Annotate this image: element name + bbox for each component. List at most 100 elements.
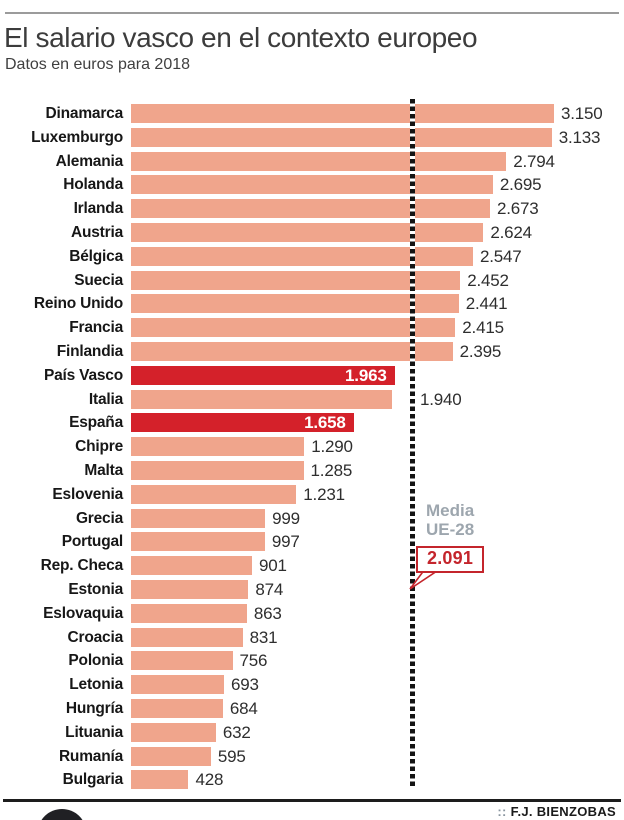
country-label: España — [69, 414, 123, 432]
bar-row: Eslovaquia 863 — [0, 603, 624, 623]
bar — [131, 699, 223, 718]
country-label: Holanda — [63, 176, 123, 194]
bar — [131, 175, 493, 195]
value-label: 831 — [249, 627, 278, 647]
bar-row: Alemania 2.794 — [0, 151, 624, 171]
bar — [131, 389, 392, 409]
bar — [131, 342, 453, 361]
country-label: Dinamarca — [45, 105, 124, 122]
bar — [131, 246, 474, 266]
country-label: Malta — [84, 462, 123, 479]
bar-row: Chipre 1.290 — [0, 437, 624, 457]
country-label: Letonia — [69, 676, 123, 694]
country-label: Eslovenia — [52, 485, 123, 503]
page-title: El salario vasco en el contexto europeo — [4, 22, 478, 53]
bar — [131, 627, 243, 647]
bar-row: Rep. Checa 901 — [0, 556, 624, 576]
value-label: 428 — [195, 770, 224, 790]
bar — [131, 651, 233, 671]
eu-average-reference-line — [410, 99, 415, 789]
value-label: 1.231 — [303, 484, 345, 504]
bar-row: España 1.658 — [0, 413, 624, 433]
country-label: Rep. Checa — [40, 557, 124, 575]
bar — [131, 318, 456, 338]
value-label: 684 — [229, 699, 258, 718]
callout-tail — [409, 569, 442, 590]
bar-row: Letonia 693 — [0, 675, 624, 695]
country-label: Finlandia — [56, 343, 123, 360]
country-label: Polonia — [68, 652, 123, 670]
bar-row: Suecia 2.452 — [0, 270, 624, 290]
country-label: Rumanía — [58, 747, 123, 765]
bar — [131, 603, 247, 623]
bar — [131, 127, 552, 147]
top-rule — [5, 12, 619, 14]
bar — [131, 556, 252, 576]
country-label: País Vasco — [43, 366, 123, 384]
bar — [131, 223, 484, 242]
bar-highlighted — [131, 365, 395, 385]
bar-row: Croacia 831 — [0, 627, 624, 647]
value-label: 2.452 — [467, 270, 509, 290]
country-label: Luxemburgo — [31, 128, 123, 146]
country-label: Francia — [69, 319, 123, 337]
value-label: 756 — [239, 651, 268, 671]
bar-row: Bélgica 2.547 — [0, 246, 624, 266]
country-label: Grecia — [75, 509, 123, 527]
value-label: 2.673 — [496, 199, 539, 219]
bar — [131, 722, 216, 742]
country-label: Alemania — [55, 152, 124, 170]
bar-row: Reino Unido 2.441 — [0, 294, 624, 314]
bar-row: Rumanía 595 — [0, 746, 624, 766]
value-label: 2.624 — [490, 223, 532, 242]
bar — [131, 532, 265, 552]
country-label: Irlanda — [73, 200, 124, 218]
bar-row: Holanda 2.695 — [0, 175, 624, 195]
bar-row: Dinamarca 3.150 — [0, 104, 624, 123]
country-label: Eslovaquia — [43, 604, 123, 622]
bar — [131, 746, 211, 766]
value-label: 595 — [217, 746, 246, 766]
value-label: 874 — [255, 580, 284, 599]
credit: :: F.J. BIENZOBAS — [497, 804, 616, 819]
value-label: 1.658 — [304, 413, 346, 433]
bar-row: Polonia 756 — [0, 651, 624, 671]
credit-prefix: :: — [497, 804, 507, 819]
value-label: 693 — [231, 675, 259, 695]
value-label: 2.794 — [513, 151, 555, 171]
bar-row: Grecia 999 — [0, 508, 624, 528]
credit-name: F.J. BIENZOBAS — [510, 804, 616, 819]
value-label: 3.133 — [558, 127, 601, 147]
value-label: 997 — [271, 532, 300, 552]
bar-row: Portugal 997 — [0, 532, 624, 552]
eu-average-label: Media UE-28 — [426, 501, 475, 539]
value-label: 2.695 — [499, 175, 542, 195]
value-label: 2.415 — [462, 318, 504, 338]
value-label: 1.963 — [345, 365, 387, 385]
bar-row: Luxemburgo 3.133 — [0, 127, 624, 147]
country-label: Croacia — [67, 628, 124, 646]
bar-row: País Vasco 1.963 — [0, 365, 624, 385]
country-label: Portugal — [61, 533, 123, 551]
logo-circle-icon — [38, 809, 86, 820]
bar-row: Irlanda 2.673 — [0, 199, 624, 219]
value-label: 999 — [272, 508, 300, 528]
bar — [131, 580, 249, 599]
bar-row: Eslovenia 1.231 — [0, 484, 624, 504]
country-label: Reino Unido — [33, 295, 123, 313]
bar — [131, 270, 461, 290]
bar — [131, 770, 189, 790]
value-label: 1.940 — [420, 389, 462, 409]
bar — [131, 437, 305, 457]
country-label: Italia — [88, 390, 123, 408]
bar — [131, 675, 225, 695]
value-label: 863 — [253, 603, 282, 623]
bar — [131, 461, 304, 480]
bar — [131, 104, 554, 123]
country-label: Austria — [70, 224, 123, 241]
bar — [131, 151, 507, 171]
bar-row: Italia 1.940 — [0, 389, 624, 409]
value-label: 1.290 — [311, 437, 353, 457]
